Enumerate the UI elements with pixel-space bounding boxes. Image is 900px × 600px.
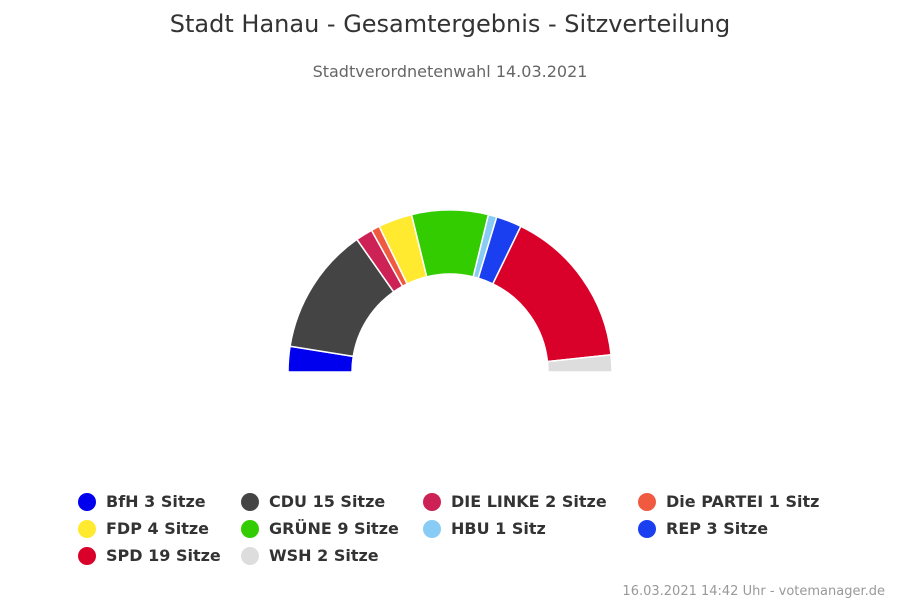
legend-marker-icon bbox=[78, 519, 96, 538]
legend-item[interactable]: WSH 2 Sitze bbox=[241, 542, 423, 569]
legend-label: DIE LINKE 2 Sitze bbox=[451, 492, 607, 511]
legend-item[interactable]: GRÜNE 9 Sitze bbox=[241, 515, 423, 542]
legend-item[interactable]: BfH 3 Sitze bbox=[78, 488, 241, 515]
legend-marker-icon bbox=[423, 492, 441, 511]
legend-row: BfH 3 Sitze CDU 15 Sitze DIE LINKE 2 Sitze… bbox=[78, 488, 878, 515]
legend-item[interactable]: DIE LINKE 2 Sitze bbox=[423, 488, 638, 515]
legend-marker-icon bbox=[423, 519, 441, 538]
legend-item[interactable]: CDU 15 Sitze bbox=[241, 488, 423, 515]
legend-row: SPD 19 Sitze WSH 2 Sitze bbox=[78, 542, 878, 569]
seat-slice-spd[interactable] bbox=[491, 225, 612, 363]
legend-label: CDU 15 Sitze bbox=[269, 492, 386, 511]
credits-text[interactable]: 16.03.2021 14:42 Uhr - votemanager.de bbox=[622, 584, 885, 599]
legend-label: GRÜNE 9 Sitze bbox=[269, 519, 399, 538]
legend-marker-icon bbox=[638, 492, 656, 511]
legend-label: Die PARTEI 1 Sitz bbox=[666, 492, 820, 511]
legend-item[interactable]: SPD 19 Sitze bbox=[78, 542, 241, 569]
legend-row: FDP 4 Sitze GRÜNE 9 Sitze HBU 1 Sitz REP 3 … bbox=[78, 515, 878, 542]
legend-item[interactable]: HBU 1 Sitz bbox=[423, 515, 638, 542]
legend-marker-icon bbox=[241, 546, 259, 565]
legend-label: FDP 4 Sitze bbox=[106, 519, 210, 538]
legend-item[interactable]: FDP 4 Sitze bbox=[78, 515, 241, 542]
legend-label: HBU 1 Sitz bbox=[451, 519, 546, 538]
legend-marker-icon bbox=[638, 519, 656, 538]
legend-label: WSH 2 Sitze bbox=[269, 546, 379, 565]
legend-marker-icon bbox=[241, 519, 259, 538]
legend-label: REP 3 Sitze bbox=[666, 519, 769, 538]
legend-label: SPD 19 Sitze bbox=[106, 546, 221, 565]
chart-legend: BfH 3 Sitze CDU 15 Sitze DIE LINKE 2 Sitze… bbox=[78, 488, 878, 569]
legend-marker-icon bbox=[78, 492, 96, 511]
chart-title: Stadt Hanau - Gesamtergebnis - Sitzverte… bbox=[169, 10, 731, 38]
legend-marker-icon bbox=[241, 492, 259, 511]
legend-marker-icon bbox=[78, 546, 96, 565]
legend-item[interactable]: Die PARTEI 1 Sitz bbox=[638, 488, 819, 515]
chart-subtitle: Stadtverordnetenwahl 14.03.2021 bbox=[312, 62, 588, 81]
legend-label: BfH 3 Sitze bbox=[106, 492, 206, 511]
legend-item[interactable]: REP 3 Sitze bbox=[638, 515, 768, 542]
seat-slice-wsh[interactable] bbox=[546, 353, 613, 373]
